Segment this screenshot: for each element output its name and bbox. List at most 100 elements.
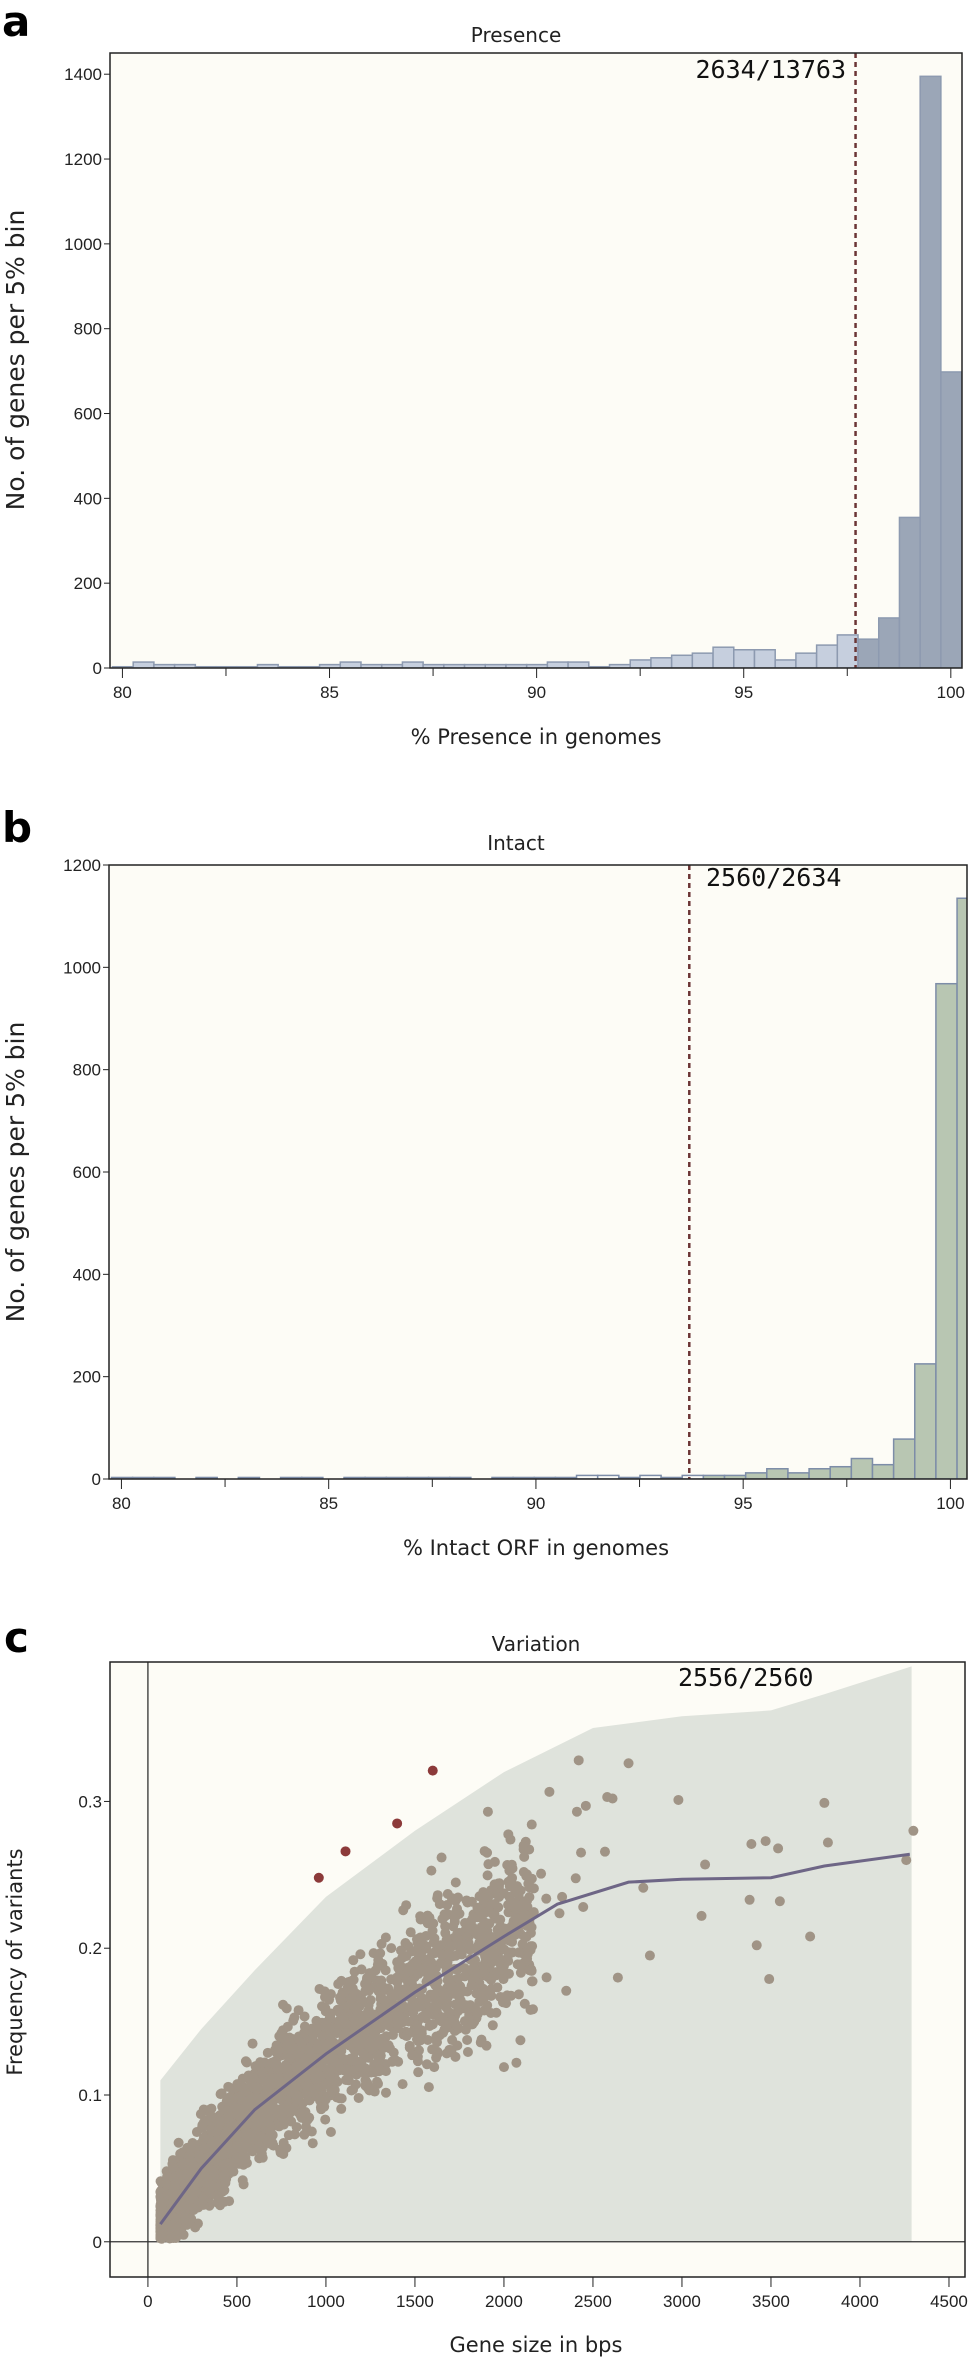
data-point	[320, 2003, 331, 2014]
data-point	[288, 2103, 299, 2114]
data-point	[167, 2220, 178, 2231]
data-point	[489, 1856, 500, 1867]
data-point	[386, 1943, 397, 1954]
data-point	[482, 1870, 493, 1881]
data-point	[536, 1868, 547, 1879]
panel-b-intact-histogram: b Intact 0 200 400 600 800 1000 1200 80 85 90 95 10…	[1, 803, 968, 1560]
data-point	[453, 1892, 464, 1903]
data-point	[306, 2087, 317, 2098]
data-point	[312, 2043, 323, 2054]
histogram-bar	[956, 897, 967, 1479]
data-point	[424, 2020, 435, 2031]
data-point	[175, 2149, 186, 2160]
data-point	[515, 2035, 526, 2046]
chart-title: Intact	[487, 831, 545, 855]
y-axis-label: No. of genes per 5% bin	[1, 210, 30, 511]
data-point	[407, 2050, 418, 2061]
data-point	[293, 2005, 304, 2016]
data-point	[773, 1843, 784, 1854]
data-point	[275, 2144, 286, 2155]
data-point	[446, 1980, 457, 1991]
y-tick-label: 1200	[64, 150, 102, 169]
data-point	[514, 1947, 525, 1958]
data-point	[424, 1953, 435, 1964]
histogram-bar	[753, 649, 776, 668]
data-point	[212, 2190, 223, 2201]
data-point	[493, 1902, 504, 1913]
data-point	[573, 1755, 584, 1766]
data-point	[194, 2150, 205, 2161]
data-point	[157, 2225, 168, 2236]
data-point	[423, 2082, 434, 2093]
histogram-bar	[898, 516, 921, 668]
axes: 0 200 400 600 800 1000 1200 80 85 90 95 100	[63, 856, 968, 1513]
data-point	[527, 1976, 538, 1987]
x-axis-label: % Presence in genomes	[411, 725, 662, 749]
histogram-bar	[401, 661, 424, 668]
y-tick-label: 800	[73, 1061, 101, 1080]
data-point	[369, 2086, 380, 2097]
data-point	[507, 1863, 518, 1874]
data-point	[219, 2185, 230, 2196]
data-point	[463, 1942, 474, 1953]
data-point	[403, 2016, 414, 2027]
data-point	[427, 1925, 438, 1936]
histogram-bar	[132, 661, 155, 668]
histogram-bar	[919, 75, 942, 668]
data-point	[428, 1989, 439, 2000]
data-point	[760, 1836, 771, 1847]
data-point	[506, 1990, 517, 2001]
data-point	[472, 1968, 483, 1979]
data-point	[224, 2196, 235, 2207]
data-point	[554, 1908, 565, 1919]
data-point	[764, 1974, 775, 1985]
data-point	[238, 2086, 249, 2097]
y-tick-label: 1200	[63, 856, 101, 875]
panel-label-b: b	[2, 803, 32, 852]
data-point	[299, 2027, 310, 2038]
data-point	[178, 2229, 189, 2240]
data-point	[476, 1932, 487, 1943]
data-point	[243, 2070, 254, 2081]
data-point	[341, 2028, 352, 2039]
data-point	[479, 1907, 490, 1918]
data-point	[612, 1972, 623, 1983]
data-point	[557, 1891, 568, 1902]
data-point	[262, 2047, 273, 2058]
data-point	[266, 2139, 277, 2150]
bars	[111, 53, 962, 668]
x-tick-label: 2000	[485, 2292, 523, 2311]
data-point	[242, 2127, 253, 2138]
data-point	[361, 1982, 372, 1993]
y-tick-label: 0	[93, 2233, 102, 2252]
data-point	[278, 2025, 289, 2036]
outlier-point	[340, 1846, 351, 1857]
data-point	[325, 2032, 336, 2043]
data-point	[429, 1933, 440, 1944]
data-point	[252, 2143, 263, 2154]
data-point	[452, 2006, 463, 2017]
data-point	[296, 2108, 307, 2119]
x-tick-label: 95	[734, 1494, 753, 1513]
data-point	[515, 1967, 526, 1978]
data-point	[355, 1996, 366, 2007]
data-point	[774, 1896, 785, 1907]
data-point	[255, 2131, 266, 2142]
data-point	[287, 2087, 298, 2098]
data-point	[276, 2103, 287, 2114]
data-point	[370, 1965, 381, 1976]
data-point	[478, 1887, 489, 1898]
data-point	[215, 2116, 226, 2127]
data-point	[273, 2045, 284, 2056]
data-point	[450, 2019, 461, 2030]
histogram-bar	[744, 1472, 768, 1479]
x-tick-label: 85	[320, 683, 339, 702]
x-tick-label: 1000	[307, 2292, 345, 2311]
data-point	[475, 1988, 486, 1999]
data-point	[421, 2059, 432, 2070]
scatter-marks	[110, 1662, 965, 2277]
histogram-bar	[787, 1472, 810, 1479]
data-point	[360, 2075, 371, 2086]
data-point	[459, 1971, 470, 1982]
data-point	[401, 1900, 412, 1911]
